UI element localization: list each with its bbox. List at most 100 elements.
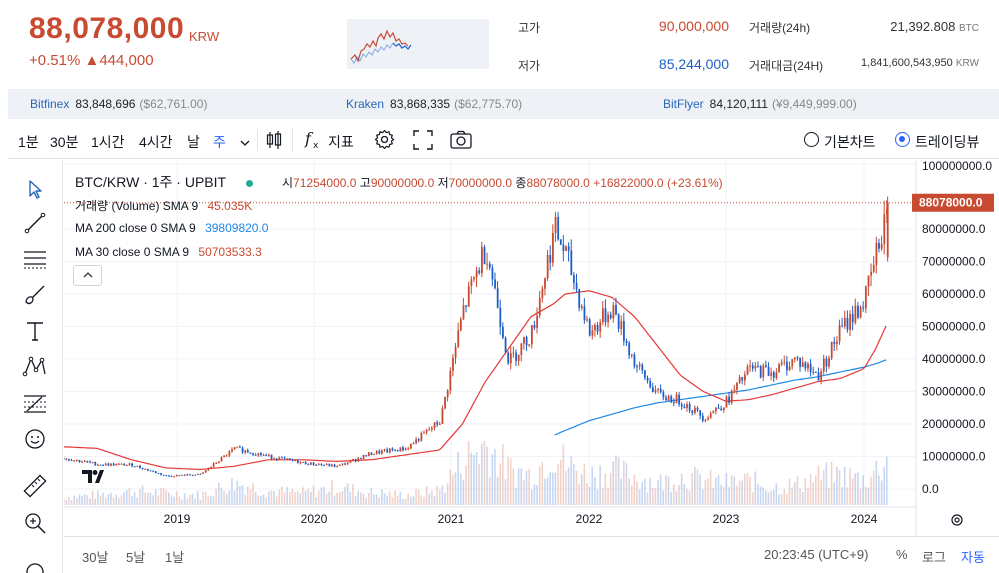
- volume-bar: [104, 497, 107, 505]
- candle-body: [331, 464, 333, 467]
- candle-style-icon[interactable]: [266, 130, 282, 153]
- volume-bar: [883, 467, 885, 505]
- interval-30m[interactable]: 30분: [50, 134, 79, 150]
- ma200-value: 39809820.0: [205, 221, 269, 235]
- candle-body: [649, 380, 652, 388]
- settings-gear-icon[interactable]: [374, 129, 395, 153]
- zoom-in-icon[interactable]: [22, 510, 48, 536]
- volume-bar: [231, 477, 233, 505]
- volume-bar: [328, 491, 331, 505]
- candle-body: [538, 298, 541, 316]
- text-tool-icon[interactable]: [22, 318, 48, 344]
- exchange-bitflyer[interactable]: BitFlyer 84,120,111 (¥9,449,999.00): [663, 97, 857, 111]
- collapse-legend-button[interactable]: [73, 265, 102, 286]
- pattern-icon[interactable]: [22, 354, 48, 380]
- volume-bar: [281, 486, 283, 505]
- candle-body: [267, 454, 270, 456]
- volume-bar: [223, 490, 225, 505]
- exchange-bitfinex[interactable]: Bitfinex 83,848,696 ($62,761.00): [30, 97, 207, 111]
- basic-chart-label[interactable]: 기본차트: [824, 134, 876, 150]
- candle-body: [357, 458, 360, 462]
- candle-body: [638, 364, 641, 367]
- smiley-icon[interactable]: [22, 426, 48, 452]
- candle-body: [788, 366, 791, 371]
- range-1d-button[interactable]: 1날: [165, 550, 185, 565]
- fullscreen-icon[interactable]: [413, 130, 433, 153]
- candle-body: [473, 277, 475, 280]
- volume-bar: [428, 493, 431, 505]
- tradingview-label[interactable]: 트레이딩뷰: [915, 134, 980, 150]
- ruler-icon[interactable]: [22, 473, 48, 499]
- volume-bar: [580, 474, 583, 505]
- ma30-line: [64, 290, 887, 471]
- axis-settings-gear-icon[interactable]: [951, 514, 963, 526]
- candle-body: [767, 366, 770, 376]
- volume-bar: [470, 452, 473, 505]
- percent-scale-toggle[interactable]: %: [896, 547, 908, 562]
- ma30-legend[interactable]: MA 30 close 0 SMA 9 50703533.3: [75, 245, 262, 259]
- volume-bar: [110, 492, 112, 505]
- fibonacci-icon[interactable]: [22, 390, 48, 416]
- candle-body: [646, 377, 649, 381]
- ma200-legend[interactable]: MA 200 close 0 SMA 9 39809820.0: [75, 221, 268, 235]
- volume-bar: [373, 494, 375, 505]
- screenshot-camera-icon[interactable]: [450, 130, 472, 153]
- volume-bar: [870, 476, 872, 505]
- volume-bar: [851, 478, 854, 505]
- candle-body: [838, 325, 841, 342]
- volume-indicator-value: 45.035K: [207, 199, 253, 213]
- interval-1h[interactable]: 1시간: [91, 134, 125, 150]
- volume-bar: [283, 492, 286, 505]
- volume-bar: [867, 487, 870, 505]
- candle-body: [678, 394, 681, 405]
- interval-day[interactable]: 날: [187, 134, 200, 150]
- candle-body: [849, 313, 852, 330]
- volume-bar: [402, 499, 404, 505]
- candle-body: [675, 394, 678, 404]
- exchange-kraken[interactable]: Kraken 83,868,335 ($62,775.70): [346, 97, 522, 111]
- candle-body: [165, 475, 168, 477]
- volume-bar: [83, 494, 86, 505]
- cursor-icon[interactable]: [22, 176, 48, 202]
- interval-1m[interactable]: 1분: [18, 134, 39, 150]
- candle-body: [302, 461, 304, 463]
- volume-bar: [520, 468, 523, 505]
- candle-body: [133, 466, 136, 468]
- candle-body: [144, 468, 147, 470]
- volume-bar: [168, 492, 170, 505]
- range-30d-button[interactable]: 30날: [82, 550, 109, 565]
- candle-body: [441, 408, 444, 424]
- horizontal-lines-icon[interactable]: [22, 245, 48, 271]
- interval-week[interactable]: 주: [213, 134, 226, 150]
- volume-bar: [849, 468, 851, 505]
- interval-4h[interactable]: 4시간: [139, 134, 173, 150]
- candle-body: [783, 361, 786, 363]
- candle-body: [228, 451, 231, 456]
- candle-body: [189, 474, 191, 476]
- indicator-button[interactable]: 지표: [328, 134, 354, 150]
- volume-bar: [704, 480, 707, 505]
- basic-chart-radio[interactable]: [804, 132, 819, 147]
- magnet-icon[interactable]: [22, 557, 48, 573]
- candle-body: [544, 278, 546, 289]
- volume-indicator-legend[interactable]: 거래량 (Volume) SMA 9 45.035K: [75, 197, 252, 214]
- x-tick-label: 2020: [301, 512, 328, 526]
- candle-body: [415, 439, 418, 444]
- volume-bar: [486, 446, 488, 505]
- volume-bar: [786, 493, 788, 505]
- price-chart[interactable]: 100000000.0 80000000.0 70000000.0 60000000.…: [64, 160, 999, 536]
- tradingview-radio[interactable]: [895, 132, 910, 147]
- candle-body: [659, 388, 662, 393]
- brush-icon[interactable]: [22, 282, 48, 308]
- volume-bar: [68, 497, 70, 505]
- auto-scale-toggle[interactable]: 자동: [961, 550, 985, 565]
- last-price-label: 88078000.0: [919, 196, 983, 210]
- log-scale-toggle[interactable]: 로그: [922, 550, 946, 565]
- range-5d-button[interactable]: 5날: [126, 550, 146, 565]
- interval-dropdown-chevron-down-icon[interactable]: [240, 134, 250, 150]
- volume-24h-number: 21,392.808: [890, 19, 956, 34]
- candle-body: [365, 455, 368, 457]
- trend-line-icon[interactable]: [22, 210, 48, 236]
- volume-bar: [102, 492, 104, 505]
